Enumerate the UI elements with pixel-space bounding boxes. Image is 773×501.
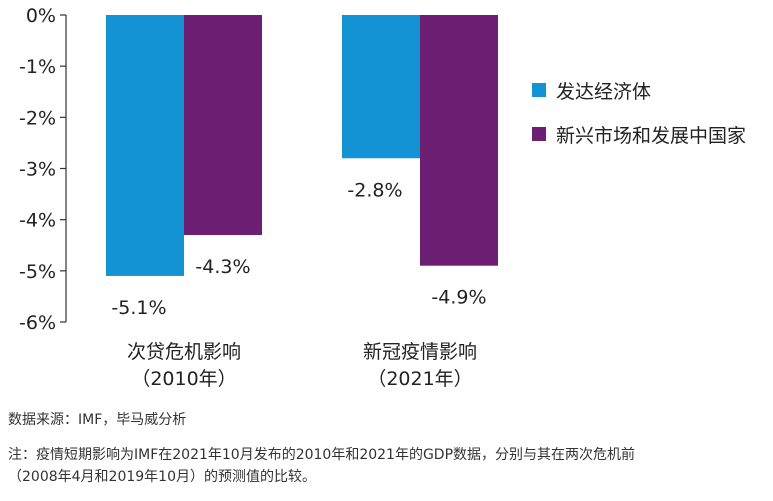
bar-series1-cat1 — [420, 15, 498, 266]
y-axis: 0% -1% -2% -3% -4% -5% -6% — [19, 5, 67, 334]
bar-series0-cat0 — [106, 15, 184, 276]
legend-item-advanced: 发达经济体 — [532, 76, 746, 104]
bar-chart: 0% -1% -2% -3% -4% -5% -6% -5.1% -2.8% -4.3% -4.9… — [19, 5, 498, 390]
category-label-1-line2: （2021年） — [367, 368, 472, 390]
y-tick-label-6: -6% — [19, 312, 56, 334]
category-label-0-line1: 次贷危机影响 — [127, 341, 241, 363]
category-labels: 次贷危机影响 （2010年） 新冠疫情影响 （2021年） — [127, 341, 477, 390]
data-label-series1-cat0: -4.3% — [195, 256, 250, 278]
category-label-0-line2: （2010年） — [131, 368, 236, 390]
data-source-text: 数据来源：IMF，毕马威分析 — [8, 412, 187, 428]
y-tick-label-4: -4% — [19, 210, 56, 232]
data-labels: -5.1% -2.8% -4.3% -4.9% — [111, 179, 486, 319]
legend: 发达经济体 新兴市场和发展中国家 — [532, 76, 746, 164]
legend-swatch-emerging — [532, 127, 546, 141]
data-label-series0-cat0: -5.1% — [111, 297, 166, 319]
category-label-1-line1: 新冠疫情影响 — [363, 341, 477, 363]
bar-series1-cat0 — [184, 15, 262, 236]
footnote: 注：疫情短期影响为IMF在2021年10月发布的2010年和2021年的GDP数… — [8, 444, 768, 488]
y-tick-label-2: -2% — [19, 107, 56, 129]
y-tick-label-5: -5% — [19, 261, 56, 283]
legend-swatch-advanced — [532, 83, 546, 97]
legend-label-advanced: 发达经济体 — [556, 80, 652, 103]
bar-series0-cat1 — [342, 15, 420, 159]
data-label-series0-cat1: -2.8% — [347, 179, 402, 201]
legend-label-emerging: 新兴市场和发展中国家 — [556, 124, 747, 147]
bars — [106, 15, 498, 276]
footnote-line-1: 注：疫情短期影响为IMF在2021年10月发布的2010年和2021年的GDP数… — [8, 447, 636, 463]
y-tick-label-3: -3% — [19, 159, 56, 181]
y-tick-label-1: -1% — [19, 56, 56, 78]
legend-item-emerging: 新兴市场和发展中国家 — [532, 120, 746, 148]
footnote-line-2: （2008年4月和2019年10月）的预测值的比较。 — [8, 469, 316, 485]
y-tick-label-0: 0% — [26, 5, 56, 27]
data-label-series1-cat1: -4.9% — [431, 287, 486, 309]
